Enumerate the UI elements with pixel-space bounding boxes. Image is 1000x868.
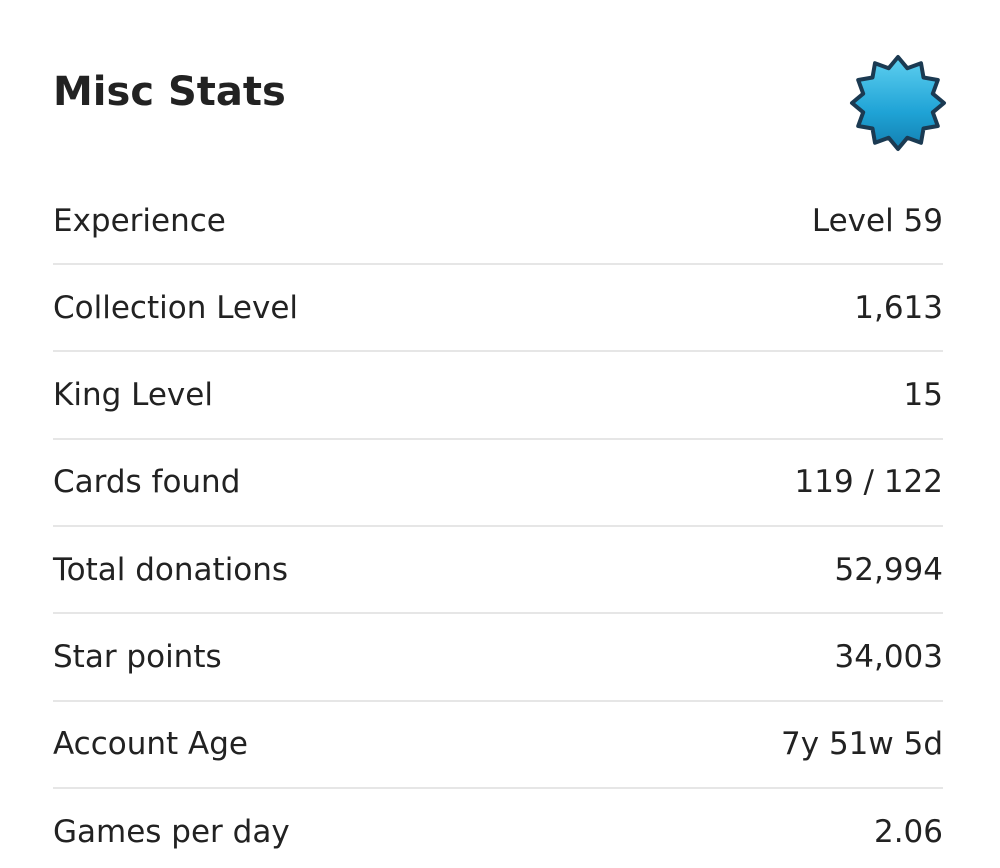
- stat-row: King Level 15: [53, 352, 943, 439]
- stat-row: Experience Level 59: [53, 177, 943, 264]
- stat-row: Total donations 52,994: [53, 526, 943, 613]
- stat-value: 119 / 122: [794, 464, 944, 501]
- row-separator: [53, 350, 943, 353]
- stat-value: 52,994: [834, 551, 943, 588]
- stat-row: Cards found 119 / 122: [53, 439, 943, 526]
- row-separator: [53, 437, 943, 440]
- stat-label: King Level: [53, 377, 213, 414]
- stat-row: Account Age 7y 51w 5d: [53, 701, 943, 788]
- badge-star: [850, 55, 946, 151]
- stat-label: Cards found: [53, 464, 241, 501]
- stat-row: Collection Level 1,613: [53, 264, 943, 351]
- stat-label: Games per day: [53, 813, 290, 850]
- stat-label: Star points: [53, 639, 222, 675]
- stat-value: 34,003: [834, 639, 943, 675]
- row-separator: [53, 786, 943, 789]
- row-separator: [53, 263, 943, 265]
- stat-value: 7y 51w 5d: [781, 726, 943, 763]
- stat-value: 1,613: [854, 289, 943, 326]
- row-separator: [53, 524, 943, 527]
- stat-value: 2.06: [873, 813, 943, 850]
- stat-value: 15: [903, 377, 943, 414]
- section-title: Misc Stats: [53, 69, 286, 115]
- stat-label: Collection Level: [53, 289, 299, 326]
- stat-label: Account Age: [53, 726, 248, 763]
- stat-row: Star points 34,003: [53, 614, 943, 701]
- stat-row: Games per day 2.06: [53, 788, 943, 868]
- stat-label: Experience: [53, 202, 226, 239]
- stat-value: Level 59: [811, 202, 943, 239]
- stat-label: Total donations: [53, 551, 289, 588]
- row-separator: [53, 612, 943, 615]
- badge-icon: [850, 55, 946, 151]
- row-separator: [53, 699, 943, 702]
